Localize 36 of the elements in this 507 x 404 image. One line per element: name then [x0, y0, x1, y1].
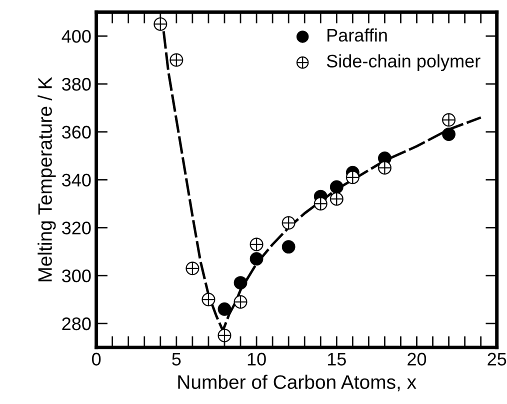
- x-tick-label: 25: [488, 352, 506, 366]
- point: [218, 328, 232, 342]
- point: [218, 302, 232, 316]
- y-tick-label: 360: [62, 126, 91, 139]
- y-tick-label: 320: [62, 222, 91, 234]
- y-tick-label: 400: [62, 30, 91, 43]
- point: [442, 113, 456, 127]
- point: [170, 53, 184, 67]
- x-tick-label: 0: [92, 352, 101, 366]
- legend-label: Paraffin: [328, 28, 387, 42]
- point: [314, 196, 328, 210]
- point: [154, 17, 168, 31]
- point: [186, 262, 200, 276]
- point: [282, 216, 296, 230]
- x-tick-label: 5: [172, 352, 181, 366]
- point: [202, 292, 216, 306]
- legend-label: Side-chain polymer: [326, 54, 480, 72]
- point: [234, 276, 248, 290]
- point: [378, 161, 392, 175]
- point: [234, 295, 248, 309]
- point: [250, 252, 264, 266]
- point: [282, 240, 296, 254]
- point: [442, 128, 456, 141]
- x-tick-label: 20: [408, 352, 426, 366]
- point: [330, 180, 344, 194]
- y-tick-label: 340: [62, 174, 91, 186]
- x-tick-label: 10: [248, 352, 266, 366]
- point: [250, 238, 264, 252]
- y-tick-label: 280: [62, 317, 91, 330]
- point: [346, 170, 360, 184]
- y-tick-label: 300: [62, 270, 91, 282]
- y-axis-title: Melting Temperature / K: [38, 76, 56, 282]
- x-tick-label: 15: [328, 352, 346, 366]
- y-tick-label: 380: [62, 78, 91, 91]
- point: [330, 192, 344, 206]
- x-axis-title: Number of Carbon Atoms, x: [178, 374, 416, 392]
